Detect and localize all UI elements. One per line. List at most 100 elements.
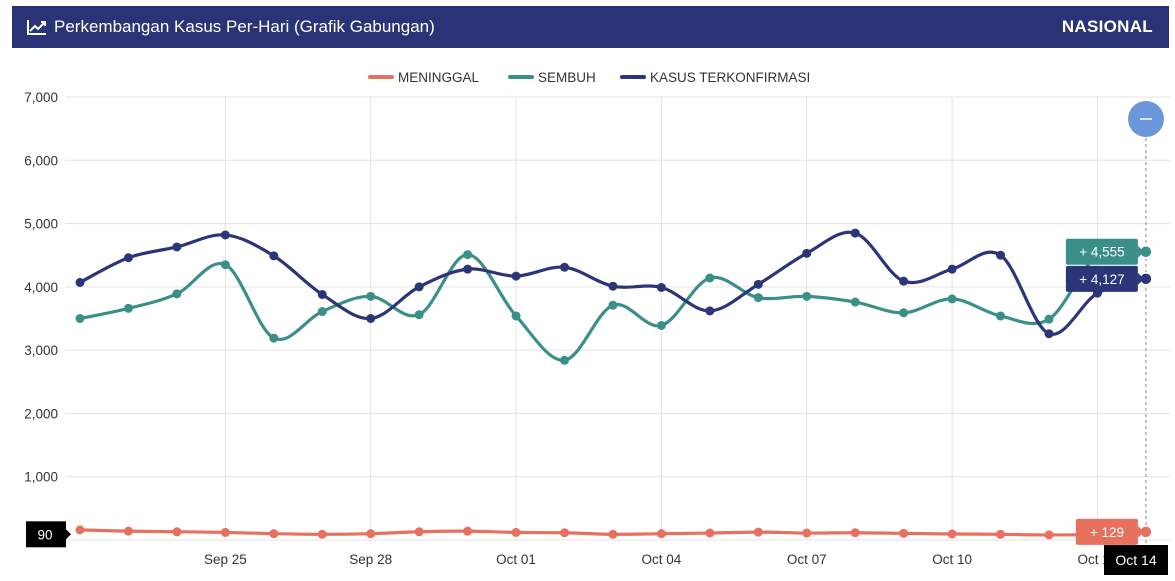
x-tick-label: Oct 04 <box>642 552 682 567</box>
value-tooltip <box>1065 238 1138 265</box>
x-tick-label: Oct 01 <box>496 552 536 567</box>
data-point-sembuh[interactable] <box>269 333 279 343</box>
data-point-sembuh[interactable] <box>75 314 85 323</box>
data-point-sembuh[interactable] <box>608 300 618 310</box>
data-point-meninggal[interactable] <box>899 528 909 538</box>
data-point-meninggal[interactable] <box>269 529 279 539</box>
data-point-meninggal[interactable] <box>1044 530 1054 540</box>
data-point-kasus-terkonfirmasi[interactable] <box>753 279 763 289</box>
data-point-meninggal[interactable] <box>220 527 230 537</box>
y-tick-label: 6,000 <box>24 153 58 168</box>
data-point-meninggal[interactable] <box>656 529 666 539</box>
chart-header: Perkembangan Kasus Per-Hari (Grafik Gabu… <box>12 6 1169 48</box>
x-crosshair-text: Oct 14 <box>1115 552 1156 568</box>
y-crosshair-text: 90 <box>37 527 52 542</box>
data-point-meninggal[interactable] <box>172 527 182 537</box>
data-point-kasus-terkonfirmasi[interactable] <box>317 289 327 299</box>
data-point-kasus-terkonfirmasi[interactable] <box>705 306 715 316</box>
data-point-sembuh[interactable] <box>996 311 1006 321</box>
data-point-sembuh[interactable] <box>705 273 715 283</box>
tooltip-pointer <box>1137 272 1144 285</box>
data-point-meninggal[interactable] <box>705 528 715 538</box>
data-point-kasus-terkonfirmasi[interactable] <box>220 230 230 240</box>
tooltip-text: + 129 <box>1090 525 1124 540</box>
header-left: Perkembangan Kasus Per-Hari (Grafik Gabu… <box>26 17 435 37</box>
data-point-sembuh[interactable] <box>656 320 666 330</box>
data-point-meninggal[interactable] <box>366 529 376 539</box>
data-point-sembuh[interactable] <box>850 297 860 307</box>
data-point-kasus-terkonfirmasi[interactable] <box>656 282 666 292</box>
tooltip-pointer <box>1137 245 1144 258</box>
data-point-sembuh[interactable] <box>172 289 182 299</box>
data-point-sembuh[interactable] <box>366 291 376 301</box>
data-point-meninggal[interactable] <box>560 528 569 538</box>
x-tick-label: Oct 07 <box>787 552 827 567</box>
data-point-kasus-terkonfirmasi[interactable] <box>608 281 618 291</box>
data-point-kasus-terkonfirmasi[interactable] <box>947 264 957 274</box>
data-point-sembuh[interactable] <box>414 310 424 320</box>
data-point-sembuh[interactable] <box>220 260 230 270</box>
data-point-sembuh[interactable] <box>947 294 957 304</box>
data-point-kasus-terkonfirmasi[interactable] <box>123 253 133 263</box>
y-tick-label: 2,000 <box>24 406 58 421</box>
data-point-kasus-terkonfirmasi[interactable] <box>75 277 85 287</box>
data-point-kasus-terkonfirmasi[interactable] <box>996 250 1006 260</box>
y-tick-label: 3,000 <box>24 343 58 358</box>
data-point-kasus-terkonfirmasi[interactable] <box>1044 329 1054 339</box>
y-tick-label: 4,000 <box>24 280 58 295</box>
data-point-kasus-terkonfirmasi[interactable] <box>463 264 473 274</box>
y-crosshair-pointer <box>66 529 71 540</box>
data-point-sembuh[interactable] <box>560 355 569 365</box>
data-point-kasus-terkonfirmasi[interactable] <box>850 228 860 238</box>
x-tick-label: Sep 28 <box>349 552 392 567</box>
data-point-sembuh[interactable] <box>317 307 327 317</box>
data-point-meninggal[interactable] <box>317 529 327 539</box>
y-crosshair-label <box>26 521 66 548</box>
page-title: Perkembangan Kasus Per-Hari (Grafik Gabu… <box>54 17 435 36</box>
data-point-meninggal[interactable] <box>947 529 957 539</box>
data-point-meninggal[interactable] <box>850 528 860 538</box>
data-point-kasus-terkonfirmasi[interactable] <box>366 314 376 323</box>
region-label[interactable]: NASIONAL <box>1061 17 1153 36</box>
y-tick-label: 5,000 <box>24 217 58 232</box>
data-point-sembuh[interactable] <box>802 291 812 301</box>
x-tick-label: Sep 25 <box>204 552 247 567</box>
legend-label[interactable]: MENINGGAL <box>398 70 480 85</box>
data-point-sembuh[interactable] <box>753 293 763 303</box>
data-point-meninggal[interactable] <box>511 527 521 537</box>
y-tick-label: 1,000 <box>24 470 58 485</box>
tooltip-text: + 4,127 <box>1079 272 1124 287</box>
series-line-sembuh <box>79 247 1147 362</box>
data-point-sembuh[interactable] <box>511 311 521 321</box>
data-point-meninggal[interactable] <box>996 529 1006 539</box>
data-point-kasus-terkonfirmasi[interactable] <box>511 271 521 281</box>
tooltip-pointer <box>1137 525 1144 538</box>
value-tooltip <box>1065 265 1138 292</box>
data-point-meninggal[interactable] <box>75 525 85 535</box>
data-point-meninggal[interactable] <box>753 527 763 537</box>
tooltip-text: + 4,555 <box>1079 245 1124 260</box>
data-point-sembuh[interactable] <box>1044 314 1054 324</box>
data-point-kasus-terkonfirmasi[interactable] <box>414 282 424 292</box>
data-point-sembuh[interactable] <box>123 303 133 313</box>
data-point-sembuh[interactable] <box>463 250 473 260</box>
data-point-meninggal[interactable] <box>463 526 473 536</box>
legend-label[interactable]: SEMBUH <box>538 70 596 85</box>
legend-label[interactable]: KASUS TERKONFIRMASI <box>650 70 810 85</box>
data-point-kasus-terkonfirmasi[interactable] <box>802 248 812 258</box>
series-line-kasus-terkonfirmasi <box>79 230 1147 336</box>
data-point-meninggal[interactable] <box>414 527 424 537</box>
data-point-kasus-terkonfirmasi[interactable] <box>172 242 182 252</box>
x-crosshair-label <box>1104 545 1168 575</box>
x-tick-label: Oct 10 <box>932 552 972 567</box>
line-chart-icon <box>26 18 48 36</box>
data-point-kasus-terkonfirmasi[interactable] <box>269 251 279 261</box>
data-point-kasus-terkonfirmasi[interactable] <box>560 262 569 272</box>
data-point-sembuh[interactable] <box>899 308 909 318</box>
value-tooltip <box>1075 518 1138 545</box>
data-point-meninggal[interactable] <box>123 526 133 536</box>
data-point-meninggal[interactable] <box>802 528 812 538</box>
data-point-kasus-terkonfirmasi[interactable] <box>899 276 909 286</box>
data-point-meninggal[interactable] <box>608 529 618 539</box>
